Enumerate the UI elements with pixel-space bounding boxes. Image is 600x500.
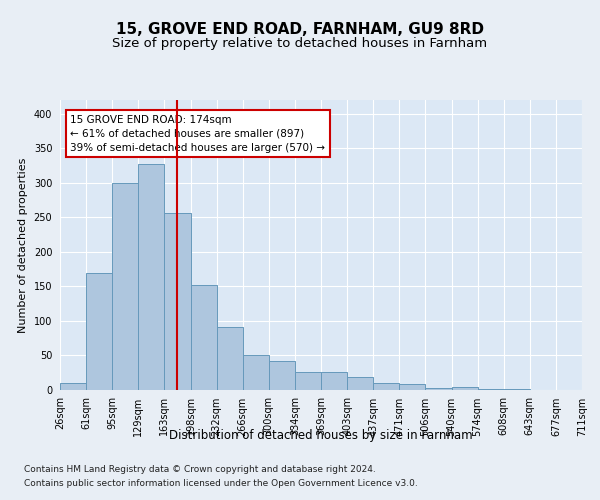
Bar [164,212,191,390]
Bar [217,327,243,390]
Bar [478,388,504,390]
Text: Contains public sector information licensed under the Open Government Licence v3: Contains public sector information licen… [24,479,418,488]
Bar [504,388,530,390]
Text: Distribution of detached houses by size in Farnham: Distribution of detached houses by size … [169,428,473,442]
Text: Contains HM Land Registry data © Crown copyright and database right 2024.: Contains HM Land Registry data © Crown c… [24,466,376,474]
Bar [400,384,425,390]
Bar [347,377,373,390]
Bar [112,183,139,390]
Bar [86,272,112,390]
Text: Size of property relative to detached houses in Farnham: Size of property relative to detached ho… [112,38,488,51]
Bar [321,372,347,390]
Text: 15 GROVE END ROAD: 174sqm
← 61% of detached houses are smaller (897)
39% of semi: 15 GROVE END ROAD: 174sqm ← 61% of detac… [70,114,325,152]
Bar [295,372,321,390]
Bar [60,383,86,390]
Bar [269,361,295,390]
Text: 15, GROVE END ROAD, FARNHAM, GU9 8RD: 15, GROVE END ROAD, FARNHAM, GU9 8RD [116,22,484,38]
Bar [425,388,452,390]
Y-axis label: Number of detached properties: Number of detached properties [18,158,28,332]
Bar [243,356,269,390]
Bar [139,164,164,390]
Bar [191,285,217,390]
Bar [373,383,400,390]
Bar [452,387,478,390]
